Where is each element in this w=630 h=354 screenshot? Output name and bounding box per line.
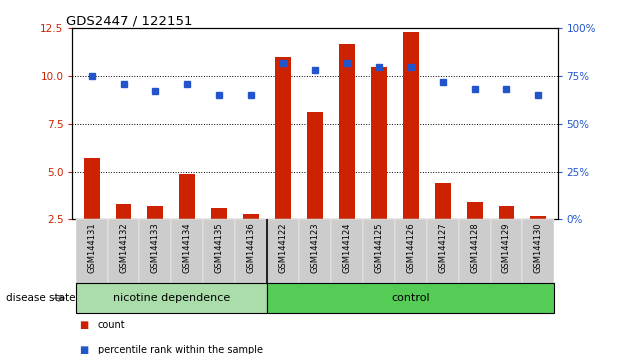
- Bar: [371, 67, 387, 219]
- Text: GSM144127: GSM144127: [438, 223, 447, 273]
- Bar: [491, 219, 522, 283]
- Text: ■: ■: [79, 320, 88, 330]
- Text: GSM144128: GSM144128: [470, 223, 479, 273]
- Bar: [147, 206, 163, 219]
- Bar: [243, 214, 259, 219]
- Text: GSM144125: GSM144125: [374, 223, 383, 273]
- Bar: [307, 113, 323, 219]
- Text: GSM144130: GSM144130: [534, 223, 543, 273]
- Bar: [76, 219, 108, 283]
- Text: GSM144132: GSM144132: [119, 223, 128, 273]
- Text: GSM144131: GSM144131: [87, 223, 96, 273]
- Text: ■: ■: [79, 345, 88, 354]
- Bar: [108, 219, 139, 283]
- Bar: [139, 219, 171, 283]
- Bar: [459, 219, 491, 283]
- Bar: [427, 219, 459, 283]
- Bar: [299, 219, 331, 283]
- Text: GDS2447 / 122151: GDS2447 / 122151: [66, 14, 193, 27]
- Bar: [498, 206, 515, 219]
- Bar: [530, 216, 546, 219]
- Text: GSM144129: GSM144129: [502, 223, 511, 273]
- Bar: [115, 204, 132, 219]
- Text: GSM144133: GSM144133: [151, 223, 160, 273]
- Text: GSM144136: GSM144136: [247, 223, 256, 273]
- Bar: [267, 219, 299, 283]
- Bar: [84, 158, 100, 219]
- Bar: [522, 219, 554, 283]
- Text: percentile rank within the sample: percentile rank within the sample: [98, 345, 263, 354]
- Bar: [211, 208, 227, 219]
- Bar: [235, 219, 267, 283]
- Bar: [76, 283, 267, 313]
- Bar: [435, 183, 450, 219]
- Bar: [203, 219, 235, 283]
- Text: nicotine dependence: nicotine dependence: [113, 293, 230, 303]
- Text: GSM144123: GSM144123: [311, 223, 319, 273]
- Text: control: control: [391, 293, 430, 303]
- Bar: [275, 57, 291, 219]
- Bar: [363, 219, 395, 283]
- Bar: [339, 44, 355, 219]
- Bar: [267, 283, 554, 313]
- Bar: [180, 173, 195, 219]
- Bar: [403, 32, 419, 219]
- Text: GSM144124: GSM144124: [343, 223, 352, 273]
- Text: GSM144135: GSM144135: [215, 223, 224, 273]
- Text: count: count: [98, 320, 125, 330]
- Text: GSM144134: GSM144134: [183, 223, 192, 273]
- Text: GSM144122: GSM144122: [278, 223, 287, 273]
- Bar: [171, 219, 203, 283]
- Bar: [467, 202, 483, 219]
- Bar: [331, 219, 363, 283]
- Text: GSM144126: GSM144126: [406, 223, 415, 273]
- Text: disease state: disease state: [6, 293, 76, 303]
- Bar: [395, 219, 427, 283]
